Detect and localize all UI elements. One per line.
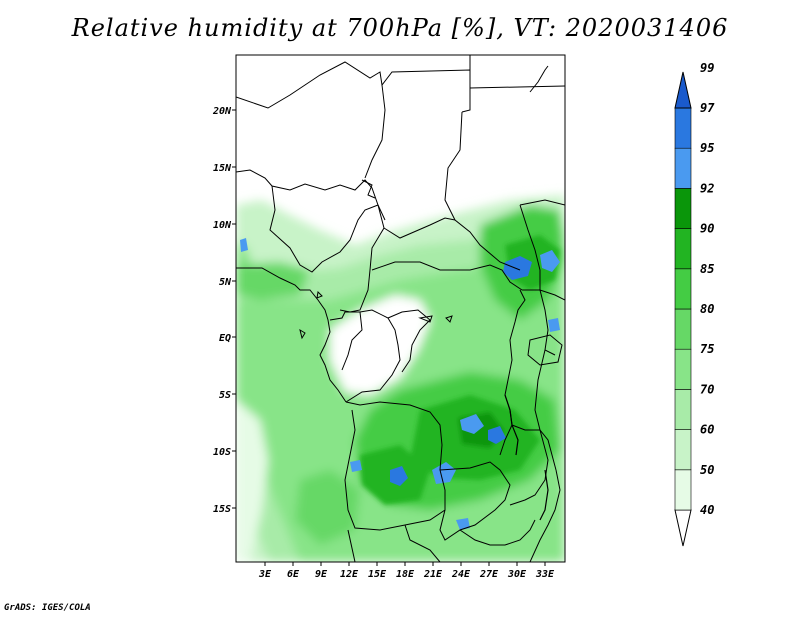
lon-label: 9E [315,569,328,580]
lat-label: 15N [213,163,232,174]
map-title: Relative humidity at 700hPa [%], VT: 202… [71,14,729,42]
colorbar-segments [674,71,692,547]
lat-label: 15S [213,504,231,515]
colorbar-labels: 40 50 60 70 75 80 85 90 92 95 97 99 [700,61,715,517]
colorbar-segment [674,389,692,430]
lat-label: 10S [213,447,231,458]
lat-label: EQ [219,333,231,344]
saturation-patches [240,238,560,530]
colorbar-label: 40 [700,503,714,517]
colorbar-label: 70 [700,382,714,396]
lon-label: 18E [396,569,415,580]
colorbar-segment [674,308,692,350]
colorbar-label: 90 [700,222,714,236]
lat-label: 5N [219,277,232,288]
colorbar-segment [674,348,692,390]
lon-label: 3E [258,569,272,580]
lat-label: 20N [212,106,232,117]
colorbar-segment [674,469,692,511]
colorbar-label: 75 [700,342,714,356]
lon-label: 33E [535,569,555,580]
lat-label: 10N [213,220,232,231]
lon-label: 12E [340,569,359,580]
lon-label: 15E [368,569,387,580]
colorbar-label: 92 [700,181,714,195]
lon-label: 21E [423,569,443,580]
colorbar-segment [674,147,692,189]
latitude-axis: 20N 15N 10N 5N EQ 5S 10S 15S [212,106,236,515]
map-frame [235,54,566,563]
colorbar-segment [674,107,692,149]
lon-label: 24E [451,569,471,580]
lon-label: 27E [479,569,499,580]
longitude-axis: 3E 6E 9E 12E 15E 18E 21E 24E 27E 30E 33E [258,562,555,580]
colorbar-segment [674,228,692,270]
lat-label: 5S [219,390,231,401]
lon-label: 30E [507,569,527,580]
colorbar-label: 60 [700,423,714,437]
humidity-field [236,55,565,562]
colorbar: 40 50 60 70 75 80 85 90 92 95 97 99 [674,61,715,547]
colorbar-segment [674,71,692,109]
colorbar-label: 97 [700,101,715,115]
colorbar-label: 50 [700,463,714,477]
colorbar-label: 80 [700,302,714,316]
grads-credit: GrADS: IGES/COLA [4,603,91,613]
colorbar-label: 95 [700,141,714,155]
colorbar-segment [674,188,692,229]
colorbar-label: 85 [700,262,714,276]
lon-label: 6E [287,569,300,580]
colorbar-segment [674,509,692,547]
colorbar-label: 99 [700,61,714,75]
country-borders [236,55,565,562]
colorbar-segment [674,429,692,471]
colorbar-segment [674,268,692,310]
